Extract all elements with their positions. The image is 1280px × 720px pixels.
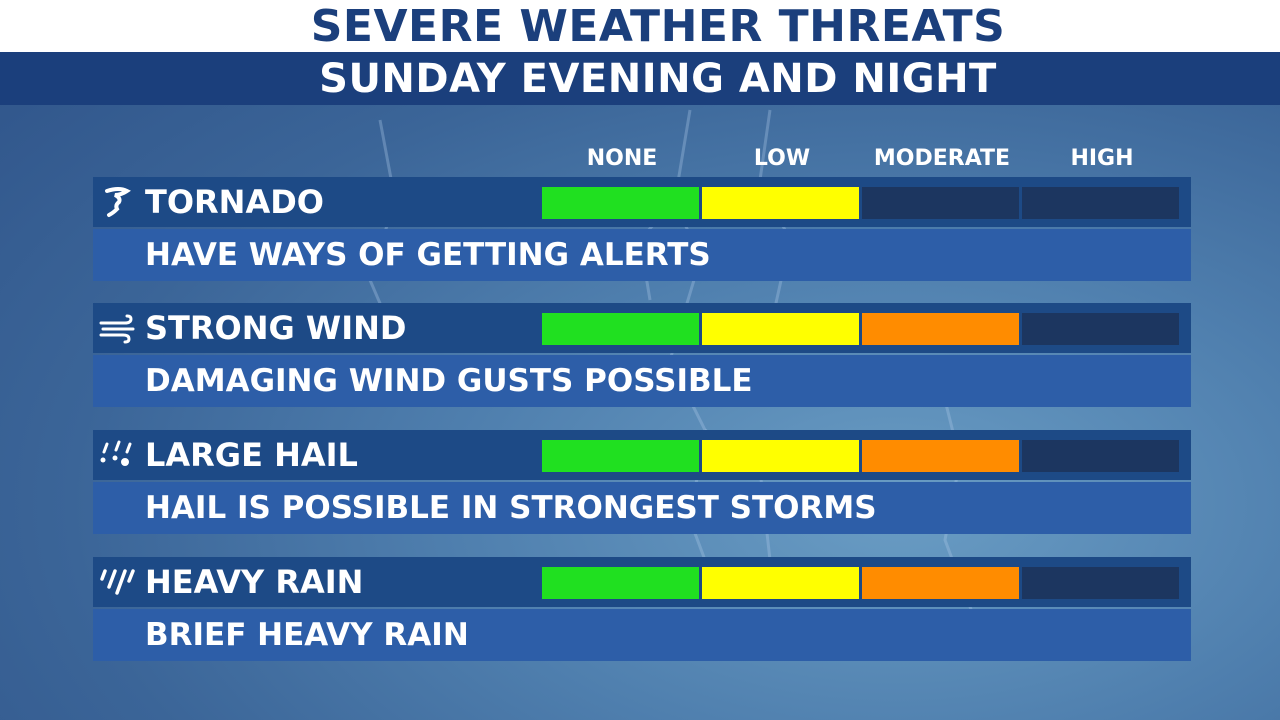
threat-description: HAIL IS POSSIBLE IN STRONGEST STORMS <box>145 490 877 526</box>
subtitle-bar: SUNDAY EVENING AND NIGHT <box>0 52 1280 105</box>
page-subtitle: SUNDAY EVENING AND NIGHT <box>319 55 997 102</box>
meter-segment-moderate <box>862 440 1019 472</box>
threat-description-bar: BRIEF HEAVY RAIN <box>93 609 1191 661</box>
meter-segment-low <box>702 313 859 345</box>
meter-segment-moderate <box>862 187 1019 219</box>
threat-meter <box>542 440 1182 472</box>
threat-description-bar: HAVE WAYS OF GETTING ALERTS <box>93 229 1191 281</box>
meter-segment-low <box>702 187 859 219</box>
level-header: NONE LOW MODERATE HIGH <box>542 146 1182 172</box>
meter-segment-none <box>542 187 699 219</box>
meter-segment-none <box>542 440 699 472</box>
threat-name: STRONG WIND <box>145 309 407 347</box>
meter-segment-none <box>542 567 699 599</box>
threat-meter <box>542 567 1182 599</box>
hail-icon <box>100 440 132 466</box>
threat-description: HAVE WAYS OF GETTING ALERTS <box>145 237 711 273</box>
threat-description-bar: DAMAGING WIND GUSTS POSSIBLE <box>93 355 1191 407</box>
meter-segment-high <box>1022 440 1179 472</box>
threat-description-bar: HAIL IS POSSIBLE IN STRONGEST STORMS <box>93 482 1191 534</box>
level-label-moderate: MODERATE <box>873 146 1011 171</box>
tornado-icon <box>105 187 131 217</box>
wind-icon <box>99 314 135 344</box>
threat-header: LARGE HAIL <box>93 430 1191 480</box>
meter-segment-none <box>542 313 699 345</box>
meter-segment-low <box>702 567 859 599</box>
threat-name: HEAVY RAIN <box>145 563 364 601</box>
meter-segment-moderate <box>862 313 1019 345</box>
threat-header: HEAVY RAIN <box>93 557 1191 607</box>
threat-name: TORNADO <box>145 183 324 221</box>
threat-description: DAMAGING WIND GUSTS POSSIBLE <box>145 363 753 399</box>
meter-segment-moderate <box>862 567 1019 599</box>
threat-name: LARGE HAIL <box>145 436 358 474</box>
page-title: SEVERE WEATHER THREATS <box>310 0 1006 52</box>
rain-icon <box>100 569 135 595</box>
threat-meter <box>542 187 1182 219</box>
meter-segment-low <box>702 440 859 472</box>
threat-meter <box>542 313 1182 345</box>
level-label-high: HIGH <box>1070 146 1134 171</box>
meter-segment-high <box>1022 313 1179 345</box>
meter-segment-high <box>1022 567 1179 599</box>
level-label-none: NONE <box>586 146 658 171</box>
meter-segment-high <box>1022 187 1179 219</box>
threat-header: TORNADO <box>93 177 1191 227</box>
threat-header: STRONG WIND <box>93 303 1191 353</box>
title-bar: SEVERE WEATHER THREATS <box>0 0 1280 52</box>
level-label-low: LOW <box>753 146 811 171</box>
threat-description: BRIEF HEAVY RAIN <box>145 617 469 653</box>
